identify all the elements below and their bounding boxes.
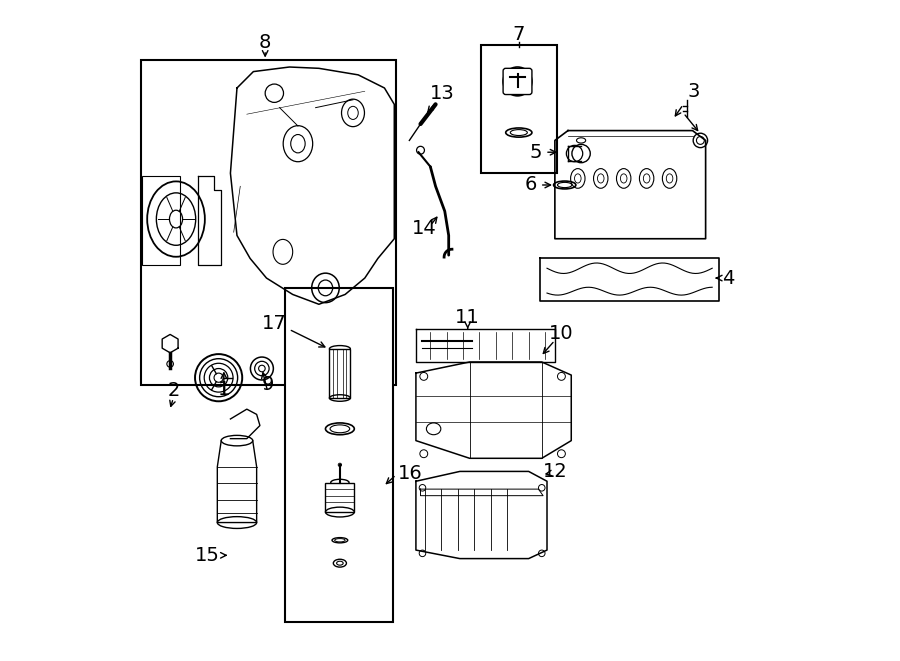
Text: 8: 8 (259, 32, 272, 52)
Text: 14: 14 (411, 219, 436, 239)
Text: 9: 9 (262, 375, 274, 394)
Text: 17: 17 (261, 315, 286, 333)
Text: 2: 2 (167, 381, 180, 401)
Bar (329, 349, 350, 398)
Text: 5: 5 (529, 143, 542, 162)
Text: 6: 6 (524, 175, 536, 194)
Bar (326, 483, 355, 512)
Text: 3: 3 (688, 82, 700, 100)
Text: 1: 1 (218, 380, 230, 399)
Text: 4: 4 (722, 268, 734, 288)
Polygon shape (416, 362, 572, 458)
Polygon shape (217, 441, 256, 523)
Bar (142, 176, 180, 265)
Text: 13: 13 (430, 84, 454, 102)
Text: 10: 10 (549, 325, 573, 343)
Polygon shape (416, 471, 547, 559)
Bar (284, 288, 393, 622)
Text: 7: 7 (513, 24, 525, 44)
Bar (482, 46, 557, 173)
Text: 15: 15 (194, 546, 220, 564)
Bar (140, 60, 396, 385)
Text: 11: 11 (455, 308, 480, 327)
Text: 12: 12 (543, 462, 567, 481)
Text: 16: 16 (398, 464, 422, 483)
FancyBboxPatch shape (503, 68, 532, 95)
